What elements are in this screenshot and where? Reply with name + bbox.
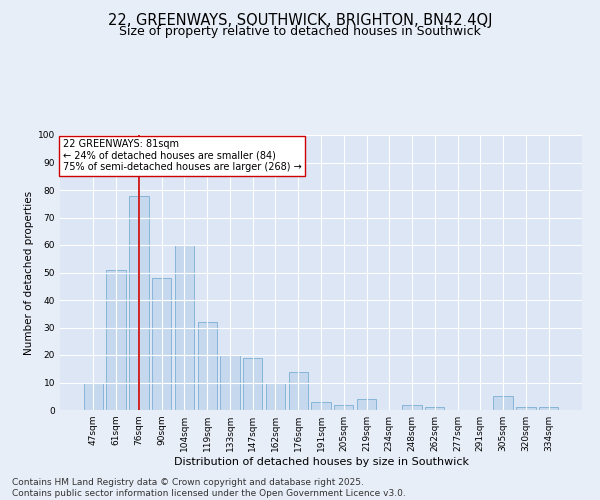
- Bar: [220, 355, 239, 410]
- Bar: [334, 404, 353, 410]
- Bar: [516, 407, 536, 410]
- Bar: [539, 407, 558, 410]
- Bar: [84, 382, 103, 410]
- Bar: [243, 358, 262, 410]
- Bar: [403, 404, 422, 410]
- Bar: [425, 407, 445, 410]
- Bar: [106, 270, 126, 410]
- Bar: [266, 382, 285, 410]
- Bar: [289, 372, 308, 410]
- X-axis label: Distribution of detached houses by size in Southwick: Distribution of detached houses by size …: [173, 457, 469, 467]
- Y-axis label: Number of detached properties: Number of detached properties: [24, 190, 34, 354]
- Bar: [152, 278, 172, 410]
- Bar: [129, 196, 149, 410]
- Bar: [175, 245, 194, 410]
- Text: 22 GREENWAYS: 81sqm
← 24% of detached houses are smaller (84)
75% of semi-detach: 22 GREENWAYS: 81sqm ← 24% of detached ho…: [62, 139, 301, 172]
- Text: 22, GREENWAYS, SOUTHWICK, BRIGHTON, BN42 4QJ: 22, GREENWAYS, SOUTHWICK, BRIGHTON, BN42…: [108, 12, 492, 28]
- Bar: [493, 396, 513, 410]
- Text: Contains HM Land Registry data © Crown copyright and database right 2025.
Contai: Contains HM Land Registry data © Crown c…: [12, 478, 406, 498]
- Bar: [197, 322, 217, 410]
- Bar: [357, 399, 376, 410]
- Bar: [311, 402, 331, 410]
- Text: Size of property relative to detached houses in Southwick: Size of property relative to detached ho…: [119, 25, 481, 38]
